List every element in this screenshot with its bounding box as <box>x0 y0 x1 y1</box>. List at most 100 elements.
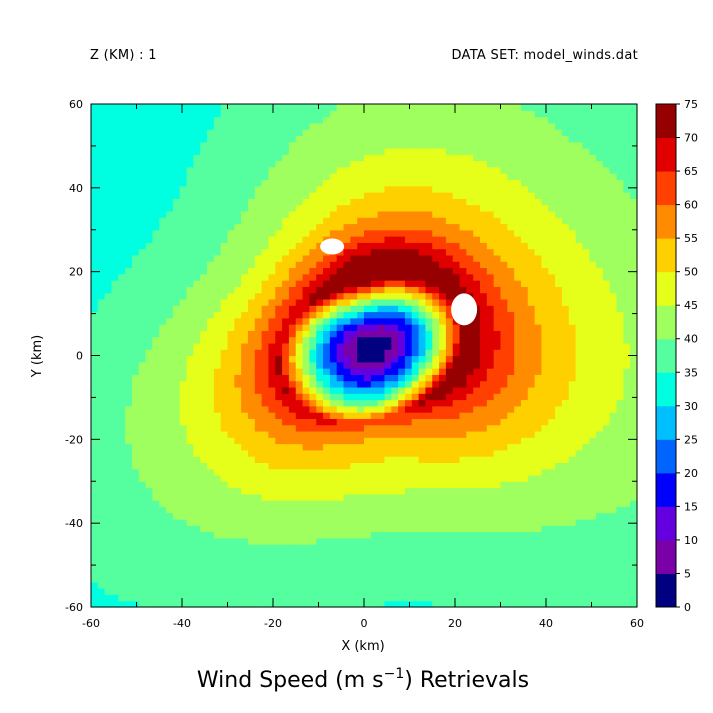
field-cell <box>275 368 283 375</box>
field-cell <box>241 474 249 482</box>
field-cell <box>288 424 297 432</box>
field-cell <box>125 324 133 331</box>
field-cell <box>207 537 215 545</box>
field-cell <box>350 179 358 187</box>
field-cell <box>247 575 256 583</box>
field-cell <box>370 141 379 149</box>
field-cell <box>459 223 467 231</box>
field-cell <box>111 342 119 350</box>
field-cell <box>452 148 461 155</box>
field-cell <box>97 185 106 193</box>
field-cell <box>111 594 119 602</box>
field-cell <box>282 562 290 570</box>
field-cell <box>254 229 263 237</box>
field-cell <box>193 166 201 174</box>
field-cell <box>357 192 365 199</box>
field-cell <box>493 355 502 363</box>
field-cell <box>309 223 317 231</box>
field-cell <box>302 217 310 225</box>
field-cell <box>425 506 433 514</box>
field-cell <box>200 311 208 319</box>
field-cell <box>309 437 317 445</box>
field-cell <box>329 412 338 419</box>
field-cell <box>384 430 392 438</box>
field-cell <box>486 424 495 432</box>
field-cell <box>145 116 154 124</box>
field-cell <box>384 506 392 514</box>
field-cell <box>179 286 188 294</box>
field-cell <box>104 556 113 564</box>
field-cell <box>213 154 222 162</box>
field-cell <box>507 518 515 526</box>
field-cell <box>500 481 508 489</box>
field-cell <box>391 581 399 589</box>
field-cell <box>336 430 345 438</box>
field-cell <box>91 104 99 111</box>
field-cell <box>500 160 508 168</box>
field-cell <box>145 198 154 206</box>
field-cell <box>398 248 406 256</box>
field-cell <box>213 317 222 325</box>
field-cell <box>493 229 502 237</box>
field-cell <box>268 544 276 552</box>
field-cell <box>432 512 440 520</box>
field-cell <box>145 569 154 577</box>
field-cell <box>220 456 229 463</box>
field-cell <box>125 148 133 155</box>
field-cell <box>439 179 447 187</box>
field-cell <box>350 518 358 526</box>
field-cell <box>159 135 167 143</box>
field-cell <box>138 481 147 489</box>
field-cell <box>104 456 113 463</box>
field-cell <box>125 311 133 319</box>
field-cell <box>193 386 201 394</box>
field-cell <box>207 418 215 426</box>
field-cell <box>131 129 140 137</box>
field-cell <box>493 292 502 300</box>
field-cell <box>323 569 331 577</box>
field-cell <box>377 537 386 545</box>
field-cell <box>316 311 324 319</box>
field-cell <box>445 204 454 212</box>
field-cell <box>172 204 181 212</box>
field-cell <box>357 242 365 250</box>
field-cell <box>288 192 297 199</box>
field-cell <box>384 261 392 269</box>
field-cell <box>418 110 427 118</box>
field-cell <box>227 160 235 168</box>
field-cell <box>473 135 481 143</box>
field-cell <box>398 393 406 401</box>
field-cell <box>323 443 331 451</box>
field-cell <box>316 368 324 375</box>
field-cell <box>172 456 181 463</box>
field-cell <box>131 393 140 401</box>
field-cell <box>179 462 188 470</box>
field-cell <box>411 210 420 218</box>
field-cell <box>282 217 290 225</box>
field-cell <box>179 556 188 564</box>
field-cell <box>91 487 99 495</box>
field-cell <box>111 110 119 118</box>
field-cell <box>370 462 379 470</box>
field-cell <box>411 198 420 206</box>
field-cell <box>207 192 215 199</box>
field-cell <box>118 280 126 287</box>
field-cell <box>234 437 242 445</box>
field-cell <box>172 298 181 306</box>
field-cell <box>316 518 324 526</box>
field-cell <box>316 286 324 294</box>
field-cell <box>125 481 133 489</box>
field-cell <box>166 122 174 130</box>
field-cell <box>316 430 324 438</box>
field-cell <box>288 223 297 231</box>
field-cell <box>261 368 270 375</box>
field-cell <box>111 173 119 181</box>
field-cell <box>295 588 304 596</box>
field-cell <box>91 298 99 306</box>
field-cell <box>466 386 474 394</box>
field-cell <box>166 166 174 174</box>
field-cell <box>514 575 522 583</box>
field-cell <box>452 581 461 589</box>
field-cell <box>316 575 324 583</box>
field-cell <box>473 462 481 470</box>
